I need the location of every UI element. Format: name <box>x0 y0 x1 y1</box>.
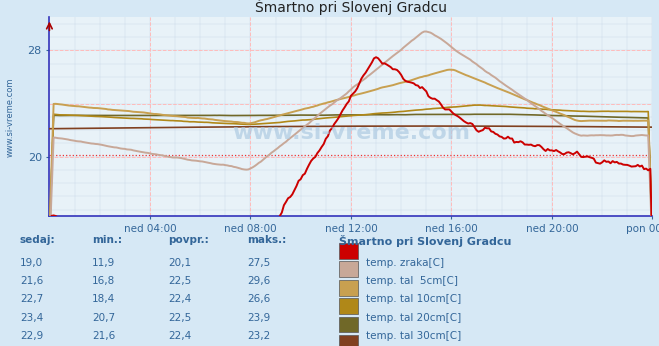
Text: temp. tal 10cm[C]: temp. tal 10cm[C] <box>366 294 461 304</box>
Text: 22,5: 22,5 <box>168 276 191 286</box>
Text: 22,4: 22,4 <box>168 294 191 304</box>
Text: www.si-vreme.com: www.si-vreme.com <box>5 77 14 156</box>
Bar <box>339 298 358 314</box>
Text: 21,6: 21,6 <box>20 276 43 286</box>
Text: 23,4: 23,4 <box>20 313 43 323</box>
Text: sedaj:: sedaj: <box>20 236 55 245</box>
Text: 23,9: 23,9 <box>247 313 270 323</box>
Text: 22,5: 22,5 <box>168 313 191 323</box>
Text: temp. tal  5cm[C]: temp. tal 5cm[C] <box>366 276 458 286</box>
Text: min.:: min.: <box>92 236 123 245</box>
Text: 18,4: 18,4 <box>92 294 115 304</box>
Text: 23,2: 23,2 <box>247 331 270 341</box>
Title: Šmartno pri Slovenj Gradcu: Šmartno pri Slovenj Gradcu <box>255 0 447 15</box>
Text: 21,6: 21,6 <box>92 331 115 341</box>
Text: 27,5: 27,5 <box>247 257 270 267</box>
Text: 29,6: 29,6 <box>247 276 270 286</box>
Text: 11,9: 11,9 <box>92 257 115 267</box>
Text: 26,6: 26,6 <box>247 294 270 304</box>
Text: maks.:: maks.: <box>247 236 287 245</box>
Bar <box>339 261 358 277</box>
Text: 22,4: 22,4 <box>168 331 191 341</box>
Text: temp. zraka[C]: temp. zraka[C] <box>366 257 444 267</box>
Text: 16,8: 16,8 <box>92 276 115 286</box>
Bar <box>339 280 358 295</box>
Text: 20,1: 20,1 <box>168 257 191 267</box>
Text: Šmartno pri Slovenj Gradcu: Šmartno pri Slovenj Gradcu <box>339 236 512 247</box>
Text: 22,9: 22,9 <box>20 331 43 341</box>
Bar <box>339 243 358 259</box>
Bar <box>339 317 358 333</box>
Text: temp. tal 30cm[C]: temp. tal 30cm[C] <box>366 331 461 341</box>
Text: temp. tal 20cm[C]: temp. tal 20cm[C] <box>366 313 461 323</box>
Text: 20,7: 20,7 <box>92 313 115 323</box>
Bar <box>339 335 358 346</box>
Text: www.si-vreme.com: www.si-vreme.com <box>232 123 470 143</box>
Text: 19,0: 19,0 <box>20 257 43 267</box>
Text: 22,7: 22,7 <box>20 294 43 304</box>
Text: povpr.:: povpr.: <box>168 236 209 245</box>
